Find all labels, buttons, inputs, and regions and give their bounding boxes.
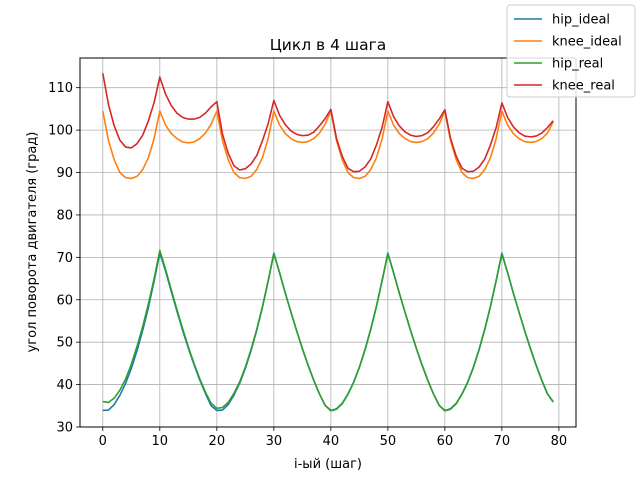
legend-label-knee-real: knee_real bbox=[552, 79, 615, 94]
x-tick-label: 20 bbox=[209, 434, 226, 449]
y-tick-label: 60 bbox=[56, 293, 73, 308]
y-tick-label: 50 bbox=[56, 336, 73, 351]
axis-ticks: 0 10 20 30 40 50 60 70 80 30 40 50 60 70 80 90 100 110 bbox=[48, 81, 567, 449]
legend-label-knee-ideal: knee_ideal bbox=[552, 35, 622, 50]
series-line-knee-ideal bbox=[102, 110, 554, 180]
y-tick-label: 100 bbox=[48, 124, 73, 139]
plot-frame bbox=[79, 57, 577, 428]
series-line-knee-real bbox=[102, 73, 554, 173]
y-tick-label: 110 bbox=[48, 81, 73, 96]
x-axis-title: i-ый (шаг) bbox=[294, 457, 362, 472]
legend: hip_ideal knee_ideal hip_real knee_real bbox=[506, 4, 636, 98]
y-tick-label: 30 bbox=[56, 421, 73, 436]
series-lines bbox=[102, 73, 554, 412]
legend-label-hip-real: hip_real bbox=[552, 57, 603, 72]
x-tick-label: 60 bbox=[437, 434, 454, 449]
x-tick-label: 50 bbox=[380, 434, 397, 449]
x-tick-label: 0 bbox=[99, 434, 107, 449]
y-tick-label: 90 bbox=[56, 166, 73, 181]
x-tick-label: 40 bbox=[323, 434, 340, 449]
legend-label-hip-ideal: hip_ideal bbox=[552, 13, 610, 28]
x-tick-label: 70 bbox=[494, 434, 511, 449]
x-tick-label: 80 bbox=[551, 434, 568, 449]
x-tick-label: 10 bbox=[152, 434, 169, 449]
x-tick-label: 30 bbox=[266, 434, 283, 449]
y-tick-label: 80 bbox=[56, 208, 73, 223]
y-axis-title: угол поворота двигателя (град) bbox=[25, 132, 40, 353]
series-line-hip-real bbox=[102, 249, 554, 412]
chart-title: Цикл в 4 шага bbox=[270, 36, 386, 54]
legend-box bbox=[506, 4, 636, 98]
y-tick-label: 40 bbox=[56, 378, 73, 393]
y-tick-label: 70 bbox=[56, 251, 73, 266]
